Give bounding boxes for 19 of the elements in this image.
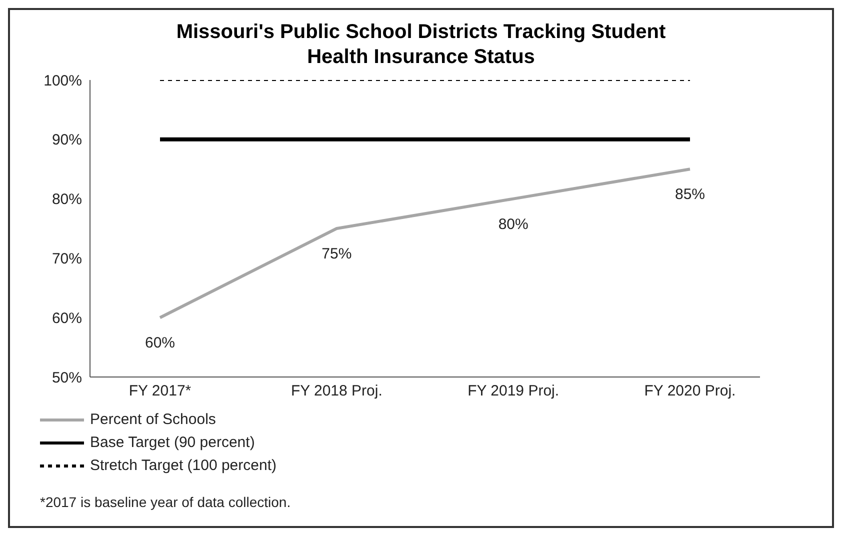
- legend-label: Base Target (90 percent): [90, 434, 255, 451]
- chart-title: Missouri's Public School Districts Tracking Student Health Insurance Status: [175, 20, 667, 70]
- x-tick-label: FY 2017*: [128, 382, 192, 400]
- y-tick-label: 60%: [52, 310, 82, 327]
- legend-label: Percent of Schools: [90, 411, 216, 428]
- y-tick-label: 70%: [52, 250, 82, 268]
- data-label: 75%: [322, 246, 352, 262]
- y-tick-label: 100%: [44, 72, 82, 90]
- x-tick-label: FY 2019 Proj.: [468, 382, 560, 400]
- x-tick-label: FY 2018 Proj.: [290, 382, 382, 400]
- legend-label: Stretch Target (100 percent): [90, 457, 276, 474]
- y-tick-label: 80%: [52, 191, 82, 208]
- x-tick-label: FY 2020 Proj.: [644, 382, 736, 400]
- text: *2017 is baseline year of data collection.: [40, 494, 292, 510]
- data-label: 80%: [498, 216, 528, 233]
- data-label: 85%: [674, 186, 706, 204]
- y-tick-label: 90%: [52, 132, 82, 149]
- y-tick-label: 50%: [52, 369, 82, 386]
- data-label: 60%: [144, 334, 176, 352]
